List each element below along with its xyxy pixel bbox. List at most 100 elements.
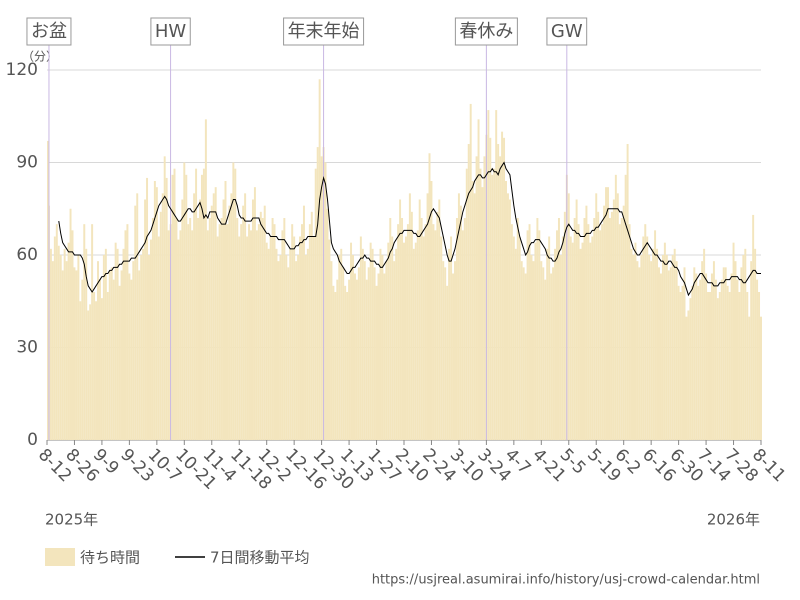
legend-label: 7日間移動平均 <box>210 549 310 567</box>
bar <box>357 267 360 440</box>
bar <box>238 236 241 440</box>
bar <box>265 242 268 440</box>
bar <box>703 248 706 440</box>
bar <box>709 292 711 440</box>
bar <box>481 187 484 440</box>
bar <box>379 248 382 440</box>
bar <box>236 218 239 440</box>
bar <box>202 168 205 440</box>
bar <box>63 248 66 440</box>
bar <box>97 261 99 440</box>
bar <box>648 255 651 440</box>
bar <box>212 193 215 440</box>
bar <box>742 255 745 440</box>
bar <box>710 273 713 440</box>
bar <box>514 248 517 440</box>
bar <box>214 187 217 440</box>
bar <box>644 224 647 440</box>
y-tick-label: 30 <box>16 338 38 358</box>
bar <box>669 267 672 440</box>
bar <box>691 285 694 440</box>
bar <box>228 205 231 440</box>
y-tick-label: 120 <box>6 60 38 80</box>
bar <box>302 205 305 440</box>
bar <box>344 285 347 440</box>
bar <box>426 193 429 440</box>
bar <box>340 248 343 440</box>
bar <box>479 168 482 440</box>
bar <box>677 285 680 440</box>
bar <box>608 218 611 440</box>
bar <box>612 199 615 440</box>
bar <box>348 279 351 440</box>
bar <box>730 273 733 440</box>
legend-label: 待ち時間 <box>80 549 140 567</box>
bar <box>126 224 129 440</box>
bar <box>171 174 174 441</box>
bar <box>199 199 201 440</box>
bar <box>622 205 625 440</box>
bar <box>148 255 150 440</box>
bar <box>316 147 319 441</box>
bar <box>477 119 480 440</box>
bar <box>208 218 211 440</box>
bar <box>338 255 341 440</box>
bar <box>244 193 247 440</box>
bar <box>654 230 657 440</box>
bar <box>428 153 431 440</box>
bar <box>312 236 315 440</box>
annotation-box <box>150 17 191 46</box>
bar <box>403 242 405 440</box>
bar <box>310 211 313 440</box>
bar <box>116 248 119 440</box>
bar <box>520 261 523 440</box>
bar <box>632 255 635 440</box>
bar <box>534 242 537 440</box>
bar <box>279 255 282 440</box>
annotation-box <box>546 17 588 46</box>
bar <box>591 236 594 440</box>
bar <box>695 273 698 440</box>
bar <box>459 205 462 440</box>
bar <box>183 162 186 440</box>
bar <box>626 144 629 440</box>
bar <box>393 261 396 440</box>
bar <box>51 261 54 440</box>
bar <box>336 279 339 440</box>
bar <box>91 224 94 440</box>
bar <box>744 248 747 440</box>
bar <box>350 242 353 440</box>
bar <box>371 248 374 440</box>
bar <box>652 248 655 440</box>
bar <box>163 156 166 441</box>
bar <box>93 292 96 440</box>
bar <box>79 301 82 440</box>
bar <box>140 255 143 440</box>
bar <box>650 261 653 440</box>
bar <box>218 224 221 440</box>
bar <box>391 236 394 440</box>
annotation-label: HW <box>155 21 187 42</box>
bar <box>603 205 606 440</box>
bar <box>383 273 386 440</box>
bar <box>159 211 162 440</box>
bar <box>251 199 254 440</box>
bar <box>752 214 755 440</box>
bar <box>455 218 458 440</box>
bar <box>610 211 613 440</box>
bar <box>275 248 278 440</box>
bar <box>577 224 580 440</box>
bar <box>544 279 547 440</box>
bar <box>242 205 245 440</box>
bar <box>69 208 72 440</box>
bar <box>424 224 427 440</box>
bar <box>153 181 156 440</box>
bar <box>98 279 101 440</box>
bar <box>100 298 103 440</box>
bar <box>189 218 192 440</box>
bar <box>595 193 598 440</box>
bar <box>191 230 194 440</box>
bar <box>522 267 525 440</box>
bar <box>724 267 727 440</box>
bar <box>620 218 623 440</box>
